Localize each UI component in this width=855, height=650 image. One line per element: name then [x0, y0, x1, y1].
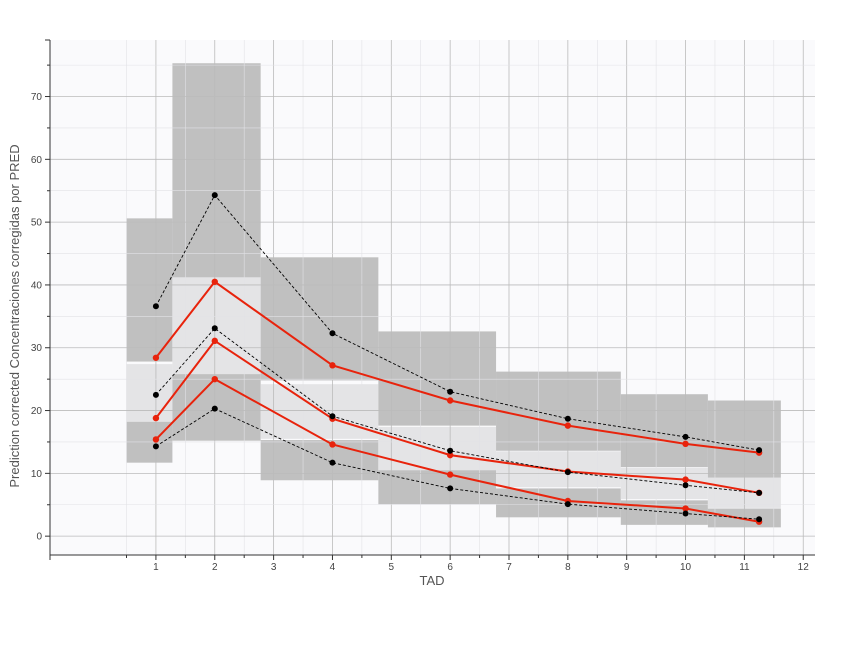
y-tick-label: 20 — [31, 406, 43, 417]
simulated-point — [447, 485, 454, 492]
x-tick-label: 7 — [506, 562, 512, 573]
simulated-point — [329, 459, 336, 466]
simulated-point — [447, 388, 454, 395]
simulated-point — [152, 391, 159, 398]
observed-point — [329, 441, 336, 448]
x-tick-label: 12 — [798, 562, 810, 573]
simulated-point — [682, 433, 689, 440]
simulated-point — [564, 469, 571, 476]
observed-point — [211, 375, 218, 383]
upper-percentile-band-3 — [260, 257, 379, 381]
x-tick-label: 3 — [271, 562, 277, 573]
y-tick-label: 0 — [36, 532, 42, 543]
x-tick-label: 11 — [739, 562, 750, 573]
median-band-6 — [620, 467, 708, 500]
median-band-2 — [172, 277, 261, 375]
simulated-point — [564, 501, 571, 508]
observed-point — [446, 451, 454, 459]
x-tick-label: 9 — [624, 562, 630, 573]
observed-point — [152, 354, 160, 361]
y-tick-label: 10 — [31, 469, 43, 480]
observed-point — [682, 440, 689, 448]
lower-percentile-band-1 — [126, 421, 173, 463]
x-tick-label: 2 — [212, 562, 218, 573]
simulated-point — [211, 325, 218, 332]
observed-point — [211, 337, 218, 345]
simulated-point — [682, 482, 689, 489]
median-band-1 — [126, 364, 173, 424]
x-tick-label: 10 — [680, 562, 692, 573]
y-axis-title: Prediction corrected Concentraciones cor… — [7, 144, 22, 487]
y-tick-label: 70 — [31, 92, 43, 103]
x-tick-label: 8 — [565, 562, 571, 573]
observed-point — [152, 414, 160, 422]
simulated-point — [211, 192, 218, 199]
upper-percentile-band-5 — [496, 371, 621, 451]
y-tick-label: 30 — [31, 343, 43, 354]
x-tick-label: 4 — [330, 562, 336, 573]
lower-percentile-band-4 — [378, 470, 497, 505]
simulated-point — [152, 303, 159, 310]
simulated-point — [152, 443, 159, 450]
simulated-point — [682, 510, 689, 517]
x-axis-title: TAD — [419, 573, 444, 588]
x-tick-label: 5 — [389, 562, 395, 573]
median-band-3 — [260, 384, 379, 439]
observed-point — [446, 397, 454, 404]
observed-point — [446, 471, 454, 478]
lower-percentile-band-3 — [260, 440, 379, 481]
upper-percentile-band-1 — [126, 218, 173, 362]
upper-percentile-band-6 — [620, 394, 708, 468]
y-tick-label: 40 — [31, 280, 43, 291]
observed-point — [329, 362, 336, 369]
observed-point — [564, 422, 572, 429]
upper-percentile-band-2 — [172, 63, 261, 278]
x-tick-label: 1 — [153, 562, 159, 573]
y-tick-label: 60 — [31, 155, 43, 166]
simulated-point — [756, 489, 763, 496]
observed-point — [682, 505, 689, 512]
simulated-point — [329, 413, 336, 420]
simulated-point — [447, 447, 454, 454]
simulated-point — [756, 516, 763, 523]
observed-point — [682, 476, 689, 483]
simulated-point — [329, 330, 336, 337]
y-tick-label: 50 — [31, 218, 43, 229]
observed-point — [211, 278, 218, 285]
observed-point — [152, 436, 160, 443]
simulated-point — [756, 447, 763, 454]
x-tick-label: 6 — [447, 562, 453, 573]
simulated-point — [564, 415, 571, 422]
upper-percentile-band-4 — [378, 331, 497, 426]
lower-percentile-band-6 — [620, 500, 708, 525]
simulated-point — [211, 405, 218, 412]
median-band-4 — [378, 426, 497, 471]
